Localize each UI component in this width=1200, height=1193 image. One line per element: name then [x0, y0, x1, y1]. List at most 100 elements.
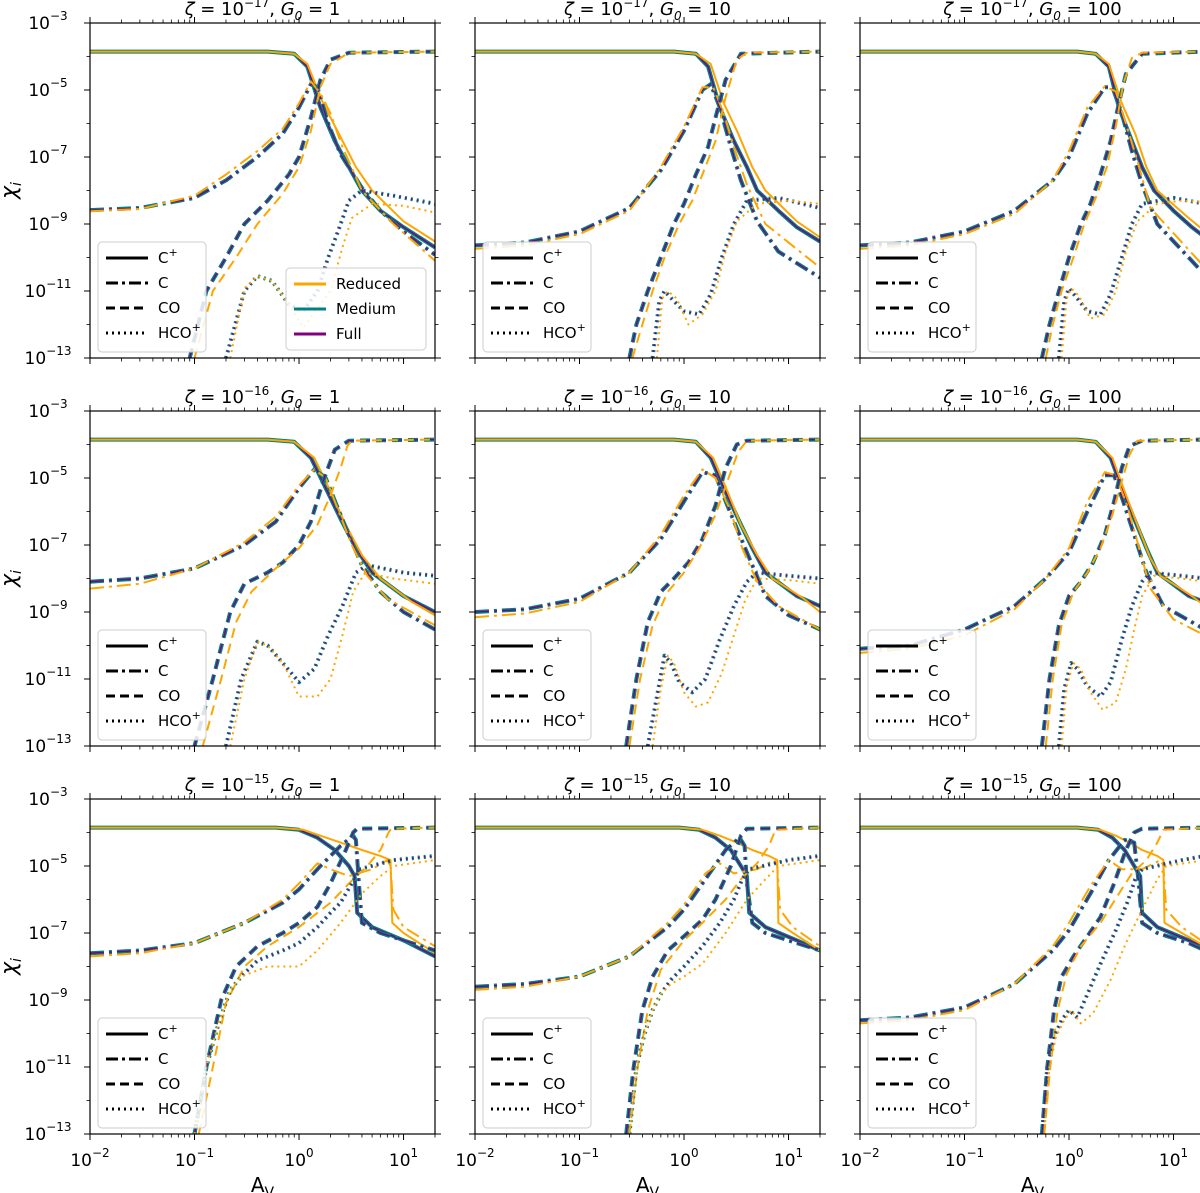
legend-label: C [543, 662, 553, 680]
legend-label: CO [543, 299, 565, 317]
series-c-reduced [860, 859, 1200, 1025]
legend-label: C+ [158, 246, 178, 267]
series-c-full [860, 86, 1200, 271]
legend-label: HCO+ [928, 709, 971, 730]
species-legend-box [97, 241, 207, 353]
y-tick-label: 10−3 [28, 397, 67, 422]
legend-label: CO [928, 299, 950, 317]
series-hcoplus-reduced [651, 577, 820, 746]
legend-label: CO [158, 1075, 180, 1093]
series-cplus-reduced [90, 50, 435, 243]
series-co-reduced [628, 438, 820, 746]
series-c-reduced [860, 85, 1200, 264]
x-tick-label: 10−1 [945, 1146, 984, 1171]
legend-label: C [928, 662, 938, 680]
panel-title: ζ = 10−16, G0 = 10 [563, 384, 731, 411]
series-c-full [475, 471, 820, 631]
panel-title: ζ = 10−15, G0 = 1 [184, 772, 341, 799]
legend-label: Medium [336, 300, 396, 318]
y-tick-label: 10−7 [28, 531, 67, 556]
species-legend: C+ C CO HCO+ [867, 629, 977, 741]
legend-label: CO [543, 1075, 565, 1093]
series-hcoplus-full [647, 571, 820, 746]
series-c-reduced [475, 86, 820, 269]
species-legend: C+ C CO HCO+ [97, 241, 207, 353]
series-c-reduced [475, 468, 820, 631]
species-legend-box [97, 629, 207, 741]
species-legend: C+ C CO HCO+ [482, 1017, 592, 1129]
legend-label: CO [158, 687, 180, 705]
series-hcoplus-reduced [655, 199, 820, 358]
series-c-reduced [475, 859, 820, 991]
legend-label: C+ [158, 1022, 178, 1043]
series-c-full [860, 474, 1200, 650]
y-tick-label: 10−11 [25, 665, 72, 690]
x-tick-label: 10−2 [840, 1146, 879, 1171]
legend-label: CO [543, 687, 565, 705]
legend-label: C+ [543, 1022, 563, 1043]
species-legend: C+ C CO HCO+ [482, 629, 592, 741]
series-cplus-reduced [475, 438, 820, 613]
legend-label: HCO+ [928, 321, 971, 342]
legend-label: CO [928, 1075, 950, 1093]
x-tick-label: 100 [669, 1146, 698, 1171]
legend-label: C+ [928, 1022, 948, 1043]
y-tick-label: 10−13 [25, 344, 72, 369]
panel-5: ζ = 10−16, G0 = 10 C+ C CO HCO+ [469, 384, 826, 752]
series-co-reduced [193, 50, 435, 358]
legend-label: C [158, 274, 168, 292]
panel-8: 10−2 10−1 100 101 ζ = 10−15, G0 = 10 C+ C CO HCO… [455, 772, 826, 1193]
series-co-reduced [628, 826, 820, 1134]
y-tick-label: 10−13 [25, 732, 72, 757]
series-co-reduced [201, 438, 435, 746]
series-hcoplus-full [225, 564, 435, 746]
series-co-full [193, 438, 435, 746]
y-tick-label: 10−11 [25, 277, 72, 302]
legend-label: C+ [928, 246, 948, 267]
legend-label: C [543, 1050, 553, 1068]
legend-label: C [158, 662, 168, 680]
x-tick-label: 100 [284, 1146, 313, 1171]
species-legend: C+ C CO HCO+ [867, 1017, 977, 1129]
series-hcoplus-full [1041, 856, 1200, 1134]
panel-6: ζ = 10−16, G0 = 100 C+ C CO HCO+ [854, 384, 1200, 752]
series-hcoplus-full [193, 855, 435, 1134]
panel-title: ζ = 10−15, G0 = 100 [942, 772, 1122, 799]
legend-label: C [543, 274, 553, 292]
legend-label: C [158, 1050, 168, 1068]
y-axis-label: χi [0, 958, 25, 976]
panel-title: ζ = 10−17, G0 = 10 [563, 0, 731, 23]
y-tick-label: 10−7 [28, 919, 67, 944]
series-group [90, 437, 435, 746]
y-axis-label: χi [0, 182, 25, 200]
x-tick-label: 101 [774, 1146, 803, 1171]
y-axis-label: χi [0, 570, 25, 588]
legend-label: HCO+ [543, 1097, 586, 1118]
series-cplus-reduced [475, 50, 820, 239]
panel-title: ζ = 10−15, G0 = 10 [563, 772, 731, 799]
series-hcoplus-full [1058, 571, 1200, 746]
panel-title: ζ = 10−17, G0 = 100 [942, 0, 1122, 23]
series-c-reduced [90, 468, 435, 627]
legend-label: HCO+ [928, 1097, 971, 1118]
species-legend: C+ C CO HCO+ [97, 1017, 207, 1129]
y-tick-label: 10−5 [28, 464, 67, 489]
panel-9: 10−2 10−1 100 101 ζ = 10−15, G0 = 100 C+ C CO HC… [840, 772, 1200, 1193]
panel-3: ζ = 10−17, G0 = 100 C+ C CO HCO+ [854, 0, 1200, 364]
legend-label: C [928, 1050, 938, 1068]
series-hcoplus-reduced [628, 859, 820, 1134]
series-group [860, 49, 1200, 358]
panel-title: ζ = 10−17, G0 = 1 [184, 0, 341, 23]
series-group [90, 825, 435, 1134]
series-co-full [625, 826, 820, 1134]
model-legend: Reduced Medium Full [285, 267, 427, 351]
legend-label: CO [158, 299, 180, 317]
y-tick-label: 10−9 [28, 598, 67, 623]
series-co-reduced [631, 50, 820, 358]
x-tick-label: 101 [1159, 1146, 1188, 1171]
series-c-full [475, 837, 820, 988]
x-tick-label: 101 [389, 1146, 418, 1171]
series-group [475, 825, 820, 1134]
series-co-reduced [1043, 826, 1200, 1134]
legend-label: HCO+ [543, 321, 586, 342]
